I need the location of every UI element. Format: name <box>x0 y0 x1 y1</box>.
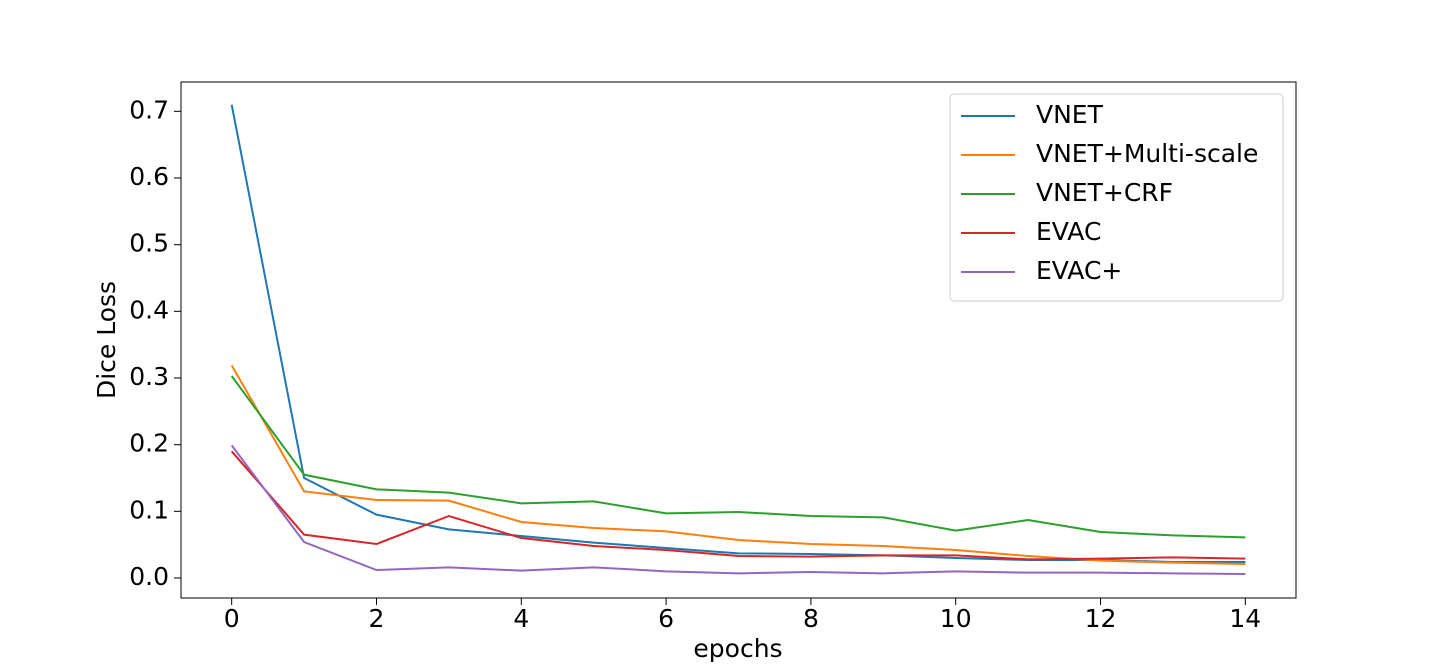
y-tick-label: 0.0 <box>129 562 169 591</box>
plot-frame <box>180 81 1297 599</box>
y-tick-label: 0.7 <box>129 95 169 124</box>
series-line <box>230 450 1246 561</box>
x-axis-label: epochs <box>693 634 782 663</box>
legend-label: EVAC+ <box>1036 256 1122 285</box>
y-tick-label: 0.1 <box>129 495 169 524</box>
x-tick-label: 12 <box>1085 604 1117 633</box>
x-tick-label: 14 <box>1229 604 1261 633</box>
legend-label: VNET+CRF <box>1036 178 1173 207</box>
x-tick-label: 6 <box>658 604 674 633</box>
y-tick-label: 0.2 <box>129 429 169 458</box>
series-line <box>230 444 1246 575</box>
x-tick-label: 8 <box>803 604 819 633</box>
x-tick-label: 2 <box>369 604 385 633</box>
series-line <box>230 375 1246 539</box>
y-tick-label: 0.4 <box>129 295 169 324</box>
y-axis-label: Dice Loss <box>92 281 121 399</box>
x-tick-label: 4 <box>513 604 529 633</box>
series-line <box>230 364 1246 565</box>
x-tick-label: 0 <box>224 604 240 633</box>
legend-label: EVAC <box>1036 217 1101 246</box>
legend-label: VNET+Multi-scale <box>1036 139 1258 168</box>
legend-label: VNET <box>1036 100 1104 129</box>
x-tick-label: 10 <box>940 604 972 633</box>
legend-box <box>949 93 1284 302</box>
y-tick-label: 0.5 <box>129 229 169 258</box>
y-tick-label: 0.3 <box>129 362 169 391</box>
y-tick-label: 0.6 <box>129 162 169 191</box>
